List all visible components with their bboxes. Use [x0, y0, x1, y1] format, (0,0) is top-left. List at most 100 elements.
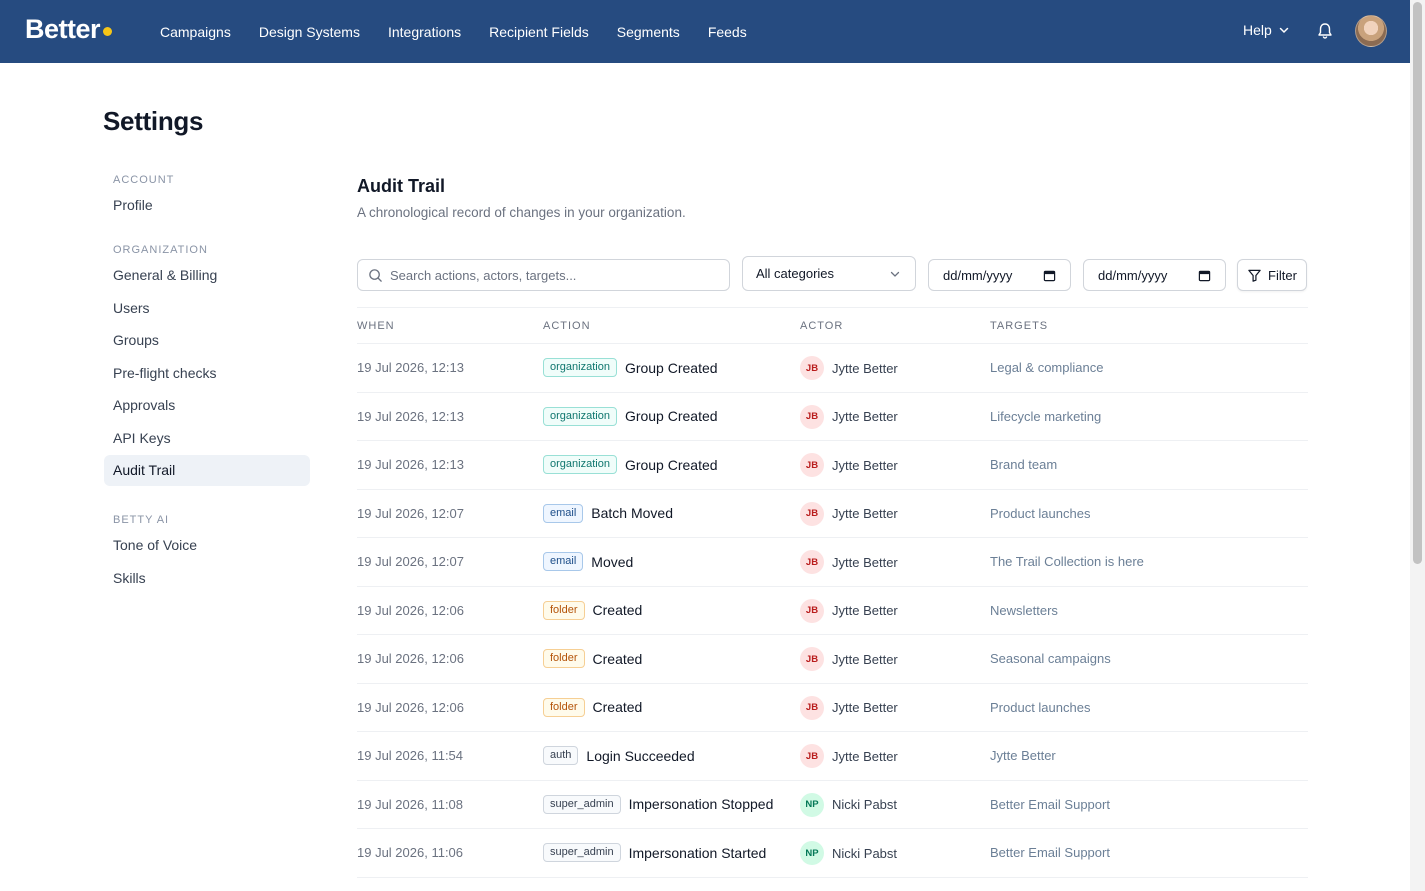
action-name: Batch Moved — [591, 505, 674, 521]
sidebar-item-approvals[interactable]: Approvals — [113, 397, 176, 413]
user-avatar[interactable] — [1355, 15, 1387, 47]
sidebar-item-profile[interactable]: Profile — [113, 197, 153, 213]
sidebar-item-groups[interactable]: Groups — [113, 332, 159, 348]
row-target[interactable]: The Trail Collection is here — [990, 554, 1144, 569]
row-actor: JB Jytte Better — [800, 453, 898, 477]
column-header-when[interactable]: WHEN — [357, 320, 395, 332]
category-select-value: All categories — [756, 266, 835, 281]
row-target[interactable]: Jytte Better — [990, 748, 1056, 763]
column-header-actor[interactable]: ACTOR — [800, 320, 844, 332]
row-timestamp: 19 Jul 2026, 12:13 — [357, 457, 464, 472]
help-menu[interactable]: Help — [1243, 22, 1290, 38]
row-target[interactable]: Legal & compliance — [990, 360, 1104, 375]
action-name: Group Created — [624, 359, 718, 376]
nav-item-segments[interactable]: Segments — [616, 23, 680, 40]
table-row[interactable]: 19 Jul 2026, 12:06 folder Created JB Jytte B… — [357, 587, 1308, 635]
sidebar-item-general-billing[interactable]: General & Billing — [113, 267, 218, 283]
scrollbar-thumb[interactable] — [1413, 2, 1422, 564]
logo-dot-icon — [103, 27, 113, 36]
row-actor: JB Jytte Better — [800, 501, 898, 526]
row-target[interactable]: Product launches — [990, 699, 1091, 715]
column-header-action[interactable]: ACTION — [543, 320, 591, 332]
row-actor: JB Jytte Better — [800, 598, 898, 623]
actor-name: Jytte Better — [832, 554, 898, 570]
table-row[interactable]: 19 Jul 2026, 12:13 organization Group Crea… — [357, 441, 1308, 490]
search-input[interactable] — [390, 267, 710, 283]
sidebar-item-users[interactable]: Users — [113, 299, 150, 316]
actor-avatar: JB — [800, 695, 824, 720]
row-timestamp: 19 Jul 2026, 11:08 — [357, 796, 464, 812]
table-row[interactable]: 19 Jul 2026, 12:13 organization Group Crea… — [357, 344, 1308, 393]
nav-item-recipient-fields[interactable]: Recipient Fields — [489, 23, 589, 40]
table-row[interactable]: 19 Jul 2026, 12:07 email Batch Moved JB Jytt… — [357, 490, 1308, 538]
row-target[interactable]: Better Email Support — [990, 845, 1110, 860]
category-select[interactable]: All categories — [742, 256, 916, 291]
sidebar-item-audit-trail[interactable]: Audit Trail — [104, 455, 310, 486]
chevron-down-icon — [890, 271, 900, 277]
row-timestamp: 19 Jul 2026, 12:13 — [357, 408, 464, 424]
sidebar-item-pre-flight-checks[interactable]: Pre-flight checks — [113, 364, 217, 381]
table-row[interactable]: 19 Jul 2026, 12:06 folder Created JB Jytte B… — [357, 635, 1308, 684]
table-row[interactable]: 19 Jul 2026, 12:06 folder Created JB Jytte B… — [357, 684, 1308, 732]
date-from-input[interactable]: dd/mm/yyyy — [928, 259, 1071, 291]
table-header: WHEN ACTION ACTOR TARGETS — [357, 307, 1308, 344]
row-target[interactable]: Brand team — [990, 457, 1058, 472]
actor-avatar: NP — [800, 792, 824, 817]
nav-item-feeds[interactable]: Feeds — [707, 23, 747, 40]
date-to-value: dd/mm/yyyy — [1098, 267, 1168, 283]
calendar-icon[interactable] — [1198, 269, 1211, 282]
row-actor: JB Jytte Better — [800, 550, 898, 574]
action-name: Impersonation Stopped — [628, 796, 774, 812]
chevron-down-icon — [1279, 27, 1289, 34]
actor-name: Jytte Better — [832, 651, 898, 667]
action-name: Created — [592, 650, 643, 667]
row-target[interactable]: Lifecycle marketing — [990, 408, 1102, 424]
action-name: Impersonation Started — [628, 844, 767, 861]
date-to-input[interactable]: dd/mm/yyyy — [1083, 259, 1226, 291]
filter-button[interactable]: Filter — [1237, 259, 1307, 291]
row-action: super_admin Impersonation Started — [543, 843, 766, 862]
category-tag: folder — [543, 697, 585, 717]
sidebar-item-skills[interactable]: Skills — [113, 569, 146, 586]
sidebar-section-organization: ORGANIZATION — [113, 244, 208, 256]
date-from-value: dd/mm/yyyy — [943, 267, 1013, 283]
sidebar-item-api-keys[interactable]: API Keys — [113, 429, 171, 446]
row-action: organization Group Created — [543, 406, 718, 426]
row-action: organization Group Created — [543, 455, 718, 474]
search-box — [357, 259, 730, 291]
actor-avatar: JB — [800, 550, 824, 574]
category-tag: email — [543, 552, 584, 571]
row-action: email Moved — [543, 552, 633, 571]
actor-avatar: JB — [800, 598, 824, 623]
bell-icon[interactable] — [1315, 21, 1335, 41]
sidebar-section-account: ACCOUNT — [113, 174, 175, 186]
actor-name: Jytte Better — [832, 748, 898, 764]
row-target[interactable]: Product launches — [990, 505, 1091, 521]
row-target[interactable]: Better Email Support — [990, 796, 1110, 812]
row-actor: NP Nicki Pabst — [800, 841, 897, 865]
logo[interactable]: Better — [25, 14, 113, 45]
nav-item-campaigns[interactable]: Campaigns — [160, 23, 231, 40]
sidebar-item-tone-of-voice[interactable]: Tone of Voice — [113, 537, 198, 553]
table-row[interactable]: 19 Jul 2026, 11:06 super_admin Impersonati… — [357, 829, 1308, 878]
row-timestamp: 19 Jul 2026, 12:13 — [357, 360, 464, 375]
table-body: 19 Jul 2026, 12:13 organization Group Crea… — [357, 344, 1308, 878]
main-nav: Campaigns Design Systems Integrations Re… — [160, 0, 775, 63]
row-timestamp: 19 Jul 2026, 12:07 — [357, 554, 464, 569]
actor-name: Nicki Pabst — [832, 845, 898, 861]
row-target[interactable]: Seasonal campaigns — [990, 651, 1111, 666]
nav-item-design-systems[interactable]: Design Systems — [258, 23, 360, 40]
calendar-icon[interactable] — [1043, 269, 1056, 282]
table-row[interactable]: 19 Jul 2026, 11:08 super_admin Impersonati… — [357, 781, 1308, 829]
row-target[interactable]: Newsletters — [990, 602, 1058, 618]
row-action: organization Group Created — [543, 358, 718, 377]
table-row[interactable]: 19 Jul 2026, 12:13 organization Group Crea… — [357, 393, 1308, 441]
nav-item-integrations[interactable]: Integrations — [387, 23, 462, 40]
category-tag: super_admin — [543, 843, 621, 862]
table-row[interactable]: 19 Jul 2026, 11:54 auth Login Succeeded JB J… — [357, 732, 1308, 781]
table-row[interactable]: 19 Jul 2026, 12:07 email Moved JB Jytte Bett… — [357, 538, 1308, 587]
category-tag: organization — [543, 358, 617, 377]
category-tag: organization — [543, 406, 617, 426]
top-navigation-bar: Better Campaigns Design Systems Integrat… — [0, 0, 1410, 63]
column-header-targets[interactable]: TARGETS — [990, 320, 1049, 332]
